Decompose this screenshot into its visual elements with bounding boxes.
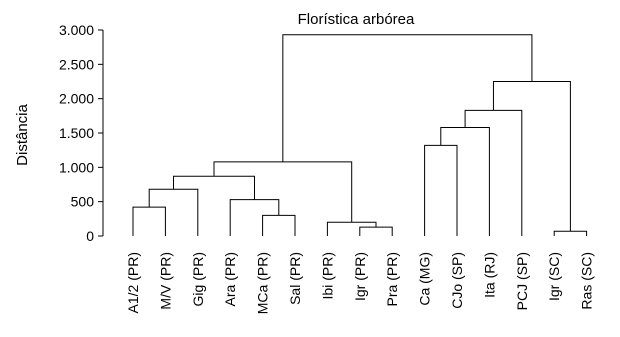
- y-axis-label: Distância: [14, 104, 31, 166]
- leaf-label: M/V (PR): [157, 252, 173, 310]
- y-axis: 0 500 1.000 1.500 2.000 2.500 3.000: [59, 22, 104, 244]
- y-tick-label: 1.000: [59, 159, 94, 175]
- dendrogram-link-n5: [173, 175, 255, 200]
- dendrogram-link-n8: [213, 161, 353, 223]
- leaf-label: Ara (PR): [222, 252, 238, 306]
- dendrogram-link-n13: [492, 81, 571, 232]
- y-tick-label: 2.000: [59, 91, 94, 107]
- leaf-label: Ca (MG): [417, 252, 433, 306]
- leaf-label: MCa (PR): [255, 252, 271, 314]
- dendrogram-link-n2: [148, 188, 199, 236]
- dendrogram-link-n1: [132, 206, 166, 236]
- dendrogram-link-n11: [464, 109, 523, 236]
- chart-title: Florística arbórea: [298, 11, 415, 28]
- dendrogram-link-n10: [440, 127, 490, 236]
- y-tick-label: 1.500: [59, 125, 94, 141]
- leaf-label: PCJ (SP): [514, 252, 530, 310]
- dendrogram-tree: [132, 34, 588, 236]
- dendrogram-link-n3: [262, 214, 296, 236]
- leaf-label: Ras (SC): [579, 252, 595, 310]
- y-tick-label: 0: [86, 228, 94, 244]
- y-tick-label: 500: [71, 194, 95, 210]
- y-tick-label: 3.000: [59, 22, 94, 38]
- dendrogram-link-n9: [424, 144, 458, 236]
- leaf-label: A1/2 (PR): [125, 252, 141, 313]
- dendrogram-link-n4: [229, 199, 280, 236]
- dendrogram-link-n14: [282, 34, 533, 162]
- leaf-label: Sal (PR): [287, 252, 303, 305]
- leaf-labels: A1/2 (PR) M/V (PR) Gig (PR) Ara (PR) MCa (PR…: [125, 252, 595, 314]
- dendrogram-link-n6: [359, 226, 393, 236]
- y-tick-label: 2.500: [59, 56, 94, 72]
- leaf-label: Igr (SC): [546, 252, 562, 301]
- leaf-label: Pra (PR): [384, 252, 400, 306]
- dendrogram-link-n7: [326, 221, 377, 236]
- leaf-label: Ita (RJ): [481, 252, 497, 298]
- leaf-label: Igr (PR): [352, 252, 368, 301]
- leaf-label: CJo (SP): [449, 252, 465, 309]
- dendrogram-link-n12: [553, 230, 588, 236]
- leaf-label: Gig (PR): [190, 252, 206, 306]
- leaf-label: Ibi (PR): [319, 252, 335, 299]
